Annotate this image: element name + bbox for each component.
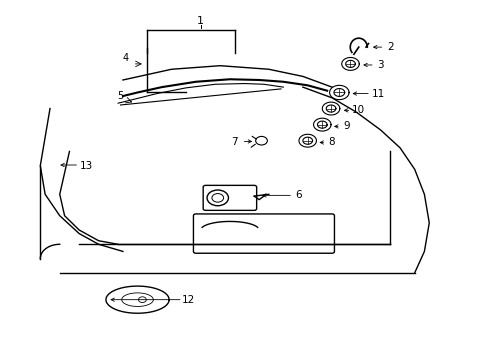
Text: 10: 10 bbox=[351, 105, 365, 115]
Text: 11: 11 bbox=[371, 89, 384, 99]
Text: 6: 6 bbox=[295, 190, 302, 201]
Text: 5: 5 bbox=[117, 91, 123, 101]
Text: 4: 4 bbox=[122, 53, 128, 63]
Text: 2: 2 bbox=[386, 42, 393, 52]
Text: 1: 1 bbox=[197, 16, 204, 26]
Text: 8: 8 bbox=[328, 138, 335, 148]
Text: 3: 3 bbox=[377, 60, 383, 70]
Text: 12: 12 bbox=[182, 295, 195, 305]
Text: 13: 13 bbox=[80, 161, 93, 171]
Text: 9: 9 bbox=[343, 121, 349, 131]
Text: 7: 7 bbox=[231, 138, 238, 148]
